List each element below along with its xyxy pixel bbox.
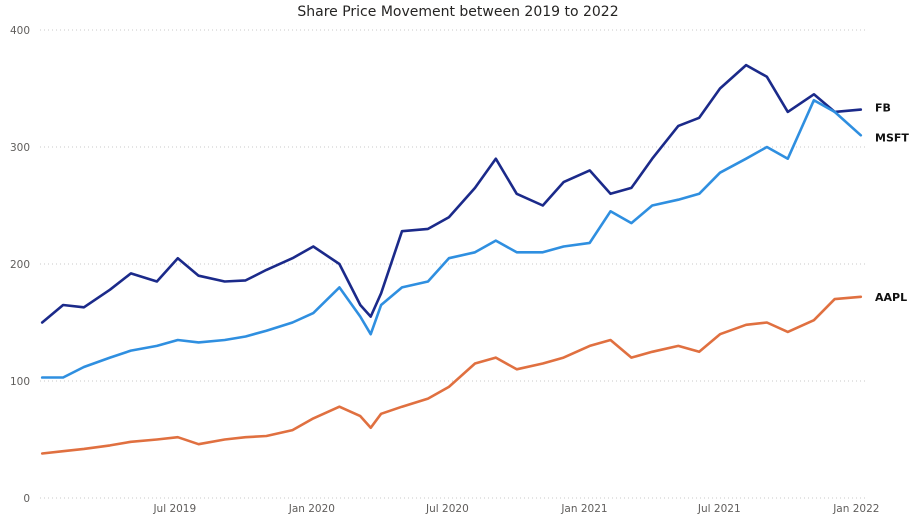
y-tick-label: 100 xyxy=(10,376,30,388)
x-axis-ticks: Jul 2019 Jan 2020 Jul 2020 Jan 2021 Jul 2021… xyxy=(152,503,879,515)
x-tick-label: Jul 2020 xyxy=(425,503,469,515)
x-tick-label: Jan 2022 xyxy=(832,503,879,515)
series-label-msft: MSFT xyxy=(875,131,909,144)
x-tick-label: Jul 2021 xyxy=(697,503,741,515)
chart-title: Share Price Movement between 2019 to 202… xyxy=(297,4,619,20)
series-line-aapl xyxy=(40,295,863,455)
series-line-fb xyxy=(40,63,863,324)
y-tick-label: 300 xyxy=(10,142,30,154)
y-axis-ticks: 0 100 200 300 400 xyxy=(10,25,30,505)
x-tick-label: Jan 2021 xyxy=(560,503,607,515)
x-tick-label: Jan 2020 xyxy=(288,503,335,515)
x-tick-label: Jul 2019 xyxy=(152,503,196,515)
y-tick-label: 200 xyxy=(10,259,30,271)
series-label-fb: FB xyxy=(875,102,891,115)
y-tick-label: 400 xyxy=(10,25,30,37)
gridlines xyxy=(40,29,866,499)
series-end-labels: FB MSFT AAPL xyxy=(875,102,909,304)
series-line-msft xyxy=(40,98,863,379)
series-label-aapl: AAPL xyxy=(875,291,907,304)
series-lines xyxy=(40,63,863,455)
y-tick-label: 0 xyxy=(23,493,30,505)
